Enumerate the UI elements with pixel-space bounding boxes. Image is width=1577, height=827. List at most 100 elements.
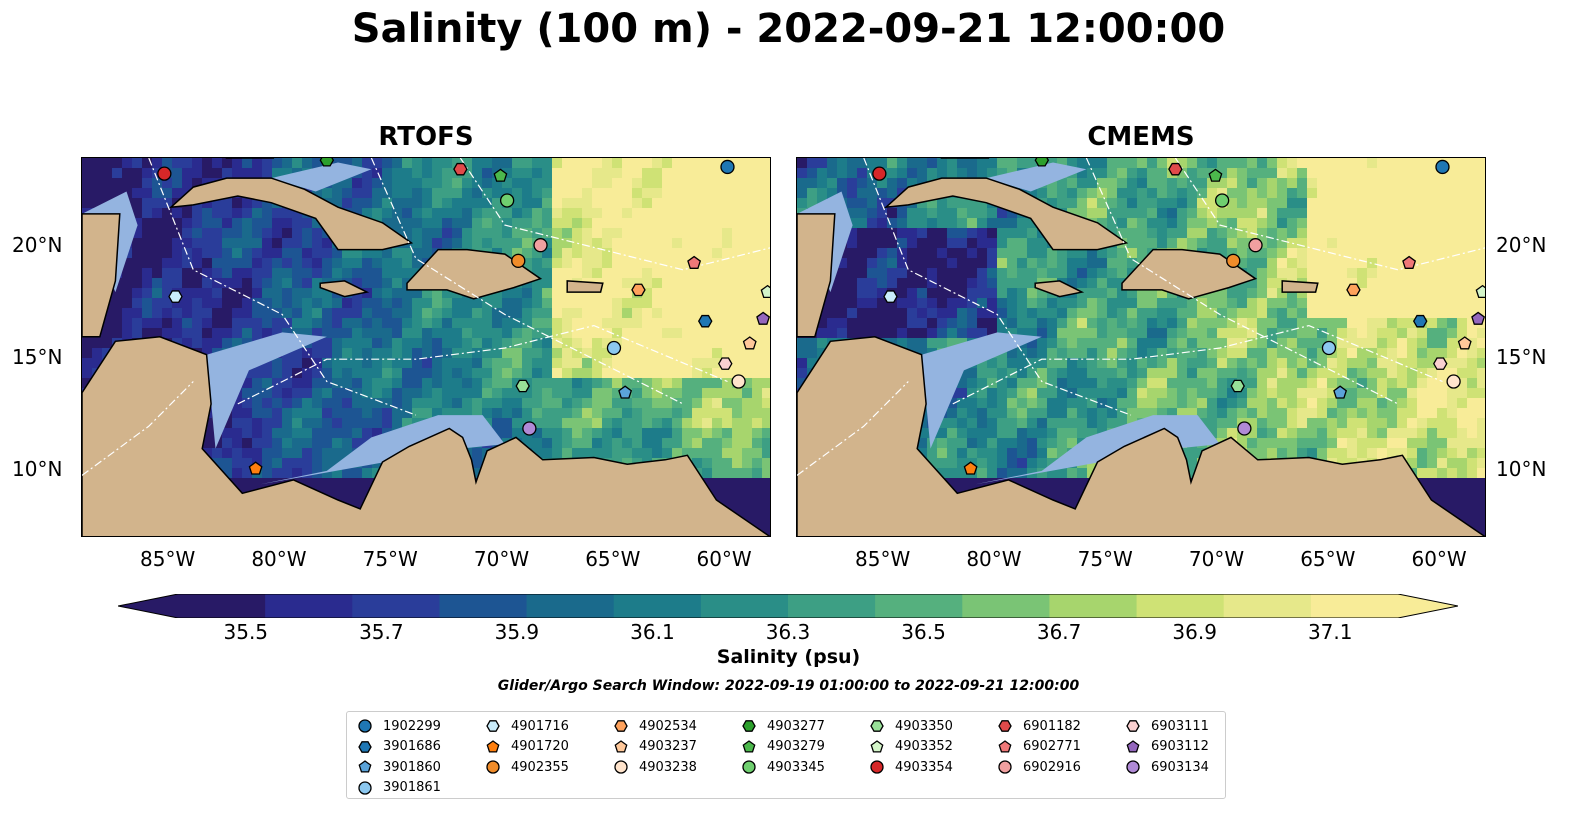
salinity-cell — [512, 178, 523, 189]
salinity-cell — [1257, 248, 1268, 259]
salinity-cell — [1427, 238, 1438, 249]
salinity-cell — [722, 218, 733, 229]
salinity-cell — [1397, 288, 1408, 299]
salinity-cell — [412, 368, 423, 379]
salinity-cell — [1407, 288, 1418, 299]
salinity-cell — [897, 268, 908, 279]
salinity-cell — [1417, 208, 1428, 219]
salinity-cell — [622, 318, 633, 329]
salinity-cell — [702, 448, 713, 459]
salinity-cell — [867, 228, 878, 239]
salinity-cell — [1407, 268, 1418, 279]
salinity-cell — [482, 168, 493, 179]
salinity-cell — [522, 318, 533, 329]
salinity-cell — [502, 358, 513, 369]
salinity-cell — [1257, 168, 1268, 179]
salinity-cell — [712, 398, 723, 409]
salinity-cell — [642, 208, 653, 219]
salinity-cell — [732, 438, 743, 449]
salinity-cell — [472, 348, 483, 359]
salinity-cell — [762, 258, 770, 269]
salinity-cell — [402, 228, 413, 239]
salinity-cell — [612, 378, 623, 389]
salinity-cell — [907, 288, 918, 299]
salinity-cell — [1407, 408, 1418, 419]
salinity-cell — [622, 228, 633, 239]
salinity-cell — [1367, 378, 1378, 389]
salinity-cell — [1137, 368, 1148, 379]
salinity-cell — [682, 388, 693, 399]
salinity-cell — [252, 168, 263, 179]
salinity-cell — [1117, 378, 1128, 389]
salinity-cell — [732, 508, 743, 519]
salinity-cell — [1267, 188, 1278, 199]
salinity-cell — [562, 268, 573, 279]
salinity-cell — [602, 228, 613, 239]
salinity-cell — [1437, 438, 1448, 449]
salinity-cell — [372, 268, 383, 279]
salinity-cell — [552, 318, 563, 329]
salinity-cell — [1427, 468, 1438, 479]
salinity-cell — [1017, 368, 1028, 379]
salinity-cell — [622, 368, 633, 379]
salinity-cell — [662, 378, 673, 389]
salinity-cell — [847, 318, 858, 329]
salinity-cell — [1117, 218, 1128, 229]
salinity-cell — [1097, 288, 1108, 299]
salinity-cell — [332, 198, 343, 209]
salinity-cell — [172, 238, 183, 249]
salinity-cell — [572, 228, 583, 239]
salinity-cell — [1237, 208, 1248, 219]
salinity-cell — [712, 248, 723, 259]
salinity-cell — [1247, 188, 1258, 199]
salinity-cell — [422, 228, 433, 239]
salinity-cell — [212, 238, 223, 249]
salinity-cell — [1357, 408, 1368, 419]
salinity-cell — [262, 458, 273, 469]
salinity-cell — [1027, 438, 1038, 449]
salinity-cell — [372, 188, 383, 199]
salinity-cell — [632, 368, 643, 379]
salinity-cell — [502, 288, 513, 299]
salinity-cell — [1357, 238, 1368, 249]
salinity-cell — [302, 288, 313, 299]
salinity-cell — [632, 378, 643, 389]
salinity-cell — [582, 248, 593, 259]
salinity-cell — [212, 318, 223, 329]
salinity-cell — [132, 258, 143, 269]
salinity-cell — [1177, 198, 1188, 209]
salinity-cell — [612, 448, 623, 459]
salinity-cell — [977, 228, 988, 239]
salinity-cell — [422, 208, 433, 219]
salinity-cell — [1177, 408, 1188, 419]
salinity-cell — [1317, 298, 1328, 309]
salinity-cell — [1067, 308, 1078, 319]
salinity-cell — [372, 348, 383, 359]
salinity-cell — [402, 198, 413, 209]
salinity-cell — [887, 248, 898, 259]
salinity-cell — [1317, 218, 1328, 229]
salinity-cell — [1197, 228, 1208, 239]
salinity-cell — [682, 218, 693, 229]
salinity-cell — [1307, 258, 1318, 269]
salinity-cell — [847, 228, 858, 239]
salinity-cell — [272, 388, 283, 399]
salinity-cell — [1137, 158, 1148, 169]
salinity-cell — [732, 268, 743, 279]
salinity-cell — [977, 408, 988, 419]
salinity-cell — [1037, 488, 1048, 499]
salinity-cell — [1167, 398, 1178, 409]
salinity-cell — [1467, 298, 1478, 309]
salinity-cell — [1457, 358, 1468, 369]
salinity-cell — [202, 348, 213, 359]
salinity-cell — [1447, 398, 1458, 409]
salinity-cell — [612, 158, 623, 169]
salinity-cell — [462, 228, 473, 239]
salinity-cell — [1267, 268, 1278, 279]
salinity-cell — [1337, 378, 1348, 389]
salinity-cell — [927, 208, 938, 219]
salinity-cell — [232, 298, 243, 309]
salinity-cell — [722, 348, 733, 359]
salinity-cell — [582, 388, 593, 399]
salinity-cell — [1137, 288, 1148, 299]
